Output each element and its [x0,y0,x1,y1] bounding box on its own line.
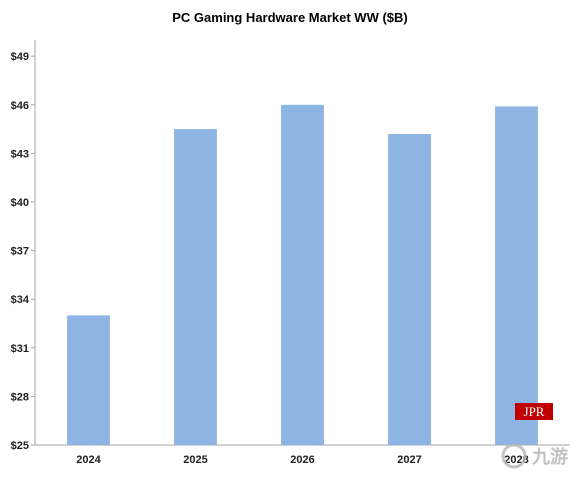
x-tick-label: 2027 [397,454,421,466]
y-tick-label: $37 [11,246,29,258]
bar-2026 [281,104,324,446]
x-axis-ticks: 2024 2025 2026 2027 2028 [76,454,528,466]
x-tick-label: 2024 [76,454,101,466]
y-tick-label: $34 [11,294,30,306]
watermark-logo-icon [501,443,527,469]
y-tick-label: $46 [11,100,29,112]
y-tick-label: $49 [11,51,29,63]
y-axis-ticks: $25 $28 $31 $34 $37 $40 $43 $46 $49 [11,51,35,452]
bars [67,104,538,446]
jiuyou-watermark: 九游 [501,443,568,469]
bar-2025 [174,129,217,445]
x-tick-label: 2025 [183,454,207,466]
bar-2028 [495,106,538,446]
y-tick-label: $43 [11,148,29,160]
y-tick-label: $31 [11,343,29,355]
jpr-logo-background [515,403,553,420]
jpr-logo: JPR [515,403,553,420]
y-tick-label: $25 [11,440,29,452]
jpr-logo-text: JPR [524,404,545,419]
chart-title: PC Gaming Hardware Market WW ($B) [172,10,408,25]
y-tick-label: $40 [11,197,29,209]
x-tick-label: 2026 [290,454,314,466]
bar-2027 [388,133,431,445]
bar-2024 [67,315,110,445]
y-tick-label: $28 [11,391,29,403]
watermark-text: 九游 [531,446,568,467]
